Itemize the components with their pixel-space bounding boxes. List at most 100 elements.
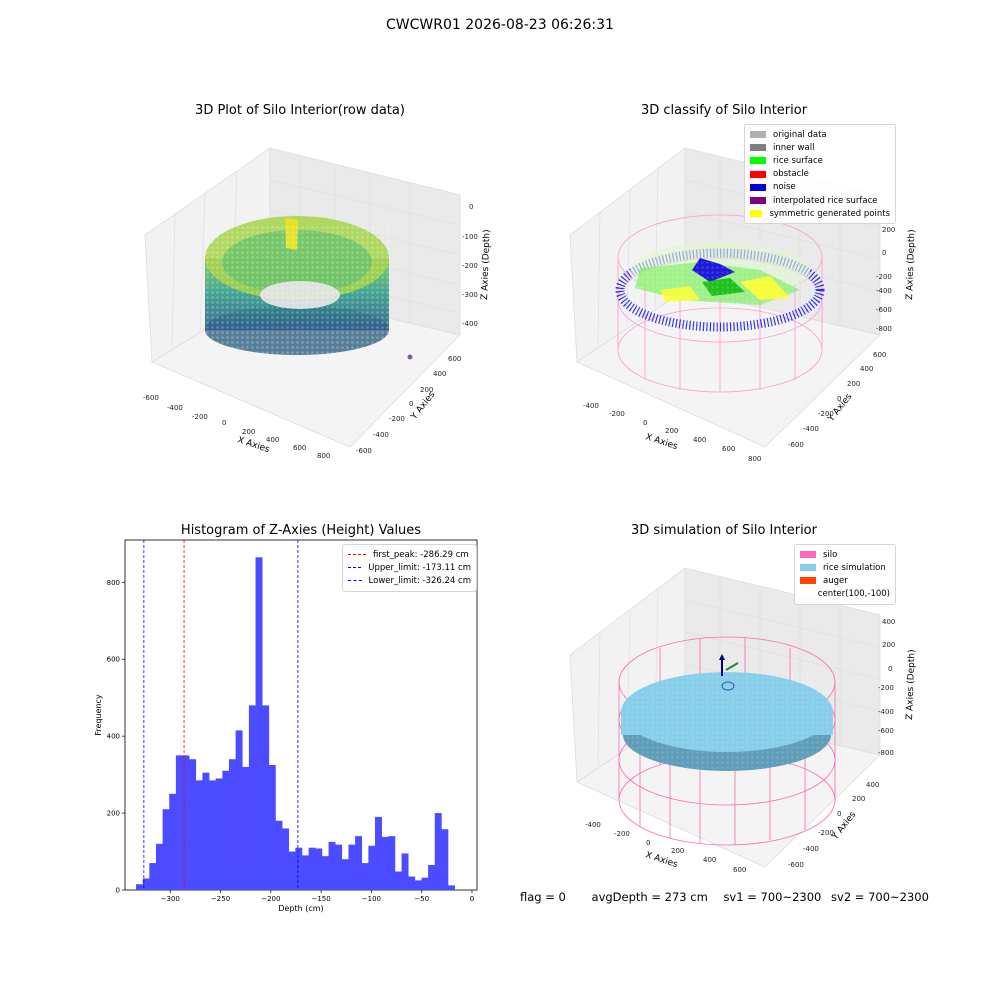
histogram-bar	[162, 809, 170, 890]
legend-item: symmetric generated points	[750, 207, 890, 220]
histogram-bar	[169, 793, 177, 890]
classify-xtick: -400	[583, 402, 599, 410]
legend-item: original data	[750, 128, 890, 141]
raw-xtick: -200	[192, 413, 208, 421]
histogram-bar	[375, 816, 382, 890]
histogram-bar	[308, 847, 316, 890]
legend-item: center(100,-100)	[800, 588, 890, 601]
histogram-bar	[149, 863, 157, 890]
histogram-xtick-label: −300	[161, 895, 180, 903]
histogram-bar	[248, 705, 256, 890]
classify-ytick: 0	[837, 395, 841, 403]
histogram-bar	[414, 880, 422, 890]
histogram-bar	[408, 876, 416, 890]
raw-ytick: 200	[420, 386, 433, 394]
histogram-bar	[215, 778, 223, 890]
histogram-xtick-label: −200	[261, 895, 280, 903]
legend-item: noise	[750, 181, 890, 194]
histogram-bar	[189, 759, 197, 890]
histogram-bar	[321, 856, 329, 890]
sim-ytick: -600	[788, 861, 804, 869]
legend-item: first_peak: -286.29 cm	[348, 548, 471, 561]
histogram-xlabel: Depth (cm)	[278, 904, 323, 913]
classify-xtick: 600	[722, 445, 735, 453]
classify-ztick: -800	[876, 325, 892, 333]
sim-ztick: -200	[878, 684, 894, 692]
histogram-reference-lines	[143, 540, 299, 890]
histogram-bar	[155, 843, 163, 890]
histogram-bar	[268, 765, 276, 890]
raw-xtick: -400	[167, 404, 183, 412]
raw-ylabel: Y Axies	[409, 390, 438, 423]
classify-ytick: 600	[873, 351, 886, 359]
histogram-bar	[222, 770, 230, 890]
legend-item: auger	[800, 574, 890, 587]
sim-zlabel: Z Axies (Depth)	[905, 649, 917, 720]
raw-ytick: 400	[433, 370, 446, 378]
raw-ytick: -200	[389, 415, 405, 423]
raw-xtick: 200	[242, 428, 255, 436]
legend-swatch	[348, 580, 362, 582]
sim-xtick: 200	[671, 847, 684, 855]
sim-ztick: -800	[878, 749, 894, 757]
legend-item: obstacle	[750, 168, 890, 181]
sv1-value: sv1 = 700~2300	[723, 890, 822, 904]
histogram-xticks: −300 −250 −200 −150 −100 −50 0	[161, 890, 474, 903]
histogram-bar	[401, 853, 409, 890]
legend-swatch	[750, 210, 763, 218]
sim-xtick: 400	[703, 856, 716, 864]
legend-item: inner wall	[750, 141, 890, 154]
raw-grid	[171, 156, 461, 349]
sim-xtick: 0	[646, 839, 650, 847]
histogram-bar	[448, 885, 455, 890]
histogram-ylabel: Frequency	[94, 694, 103, 736]
histogram-title: Histogram of Z-Axies (Height) Values	[180, 523, 422, 538]
simulation-panel-title: 3D simulation of Silo Interior	[631, 523, 817, 538]
sim-ztick: 0	[888, 665, 892, 673]
histogram-bar	[228, 759, 236, 890]
histogram-bars	[136, 557, 455, 890]
sim-ztick: 200	[882, 641, 895, 649]
histogram-bar	[242, 766, 250, 890]
raw-pane-floor	[151, 289, 461, 448]
histogram-xtick-label: −250	[211, 895, 230, 903]
histogram-bar	[275, 820, 283, 890]
legend-swatch	[750, 170, 766, 178]
raw-xtick: 800	[317, 452, 330, 460]
classify-ztick: 0	[882, 249, 886, 257]
sim-ztick: -400	[878, 708, 894, 716]
histogram-xtick-label: −150	[311, 895, 330, 903]
avg-depth-value: avgDepth = 273 cm	[591, 890, 708, 904]
legend-swatch	[800, 591, 811, 598]
sim-ztick: -600	[878, 727, 894, 735]
legend-swatch	[800, 564, 816, 572]
legend-swatch	[750, 144, 766, 152]
histogram-bar	[136, 884, 144, 890]
sim-xtick: 600	[733, 866, 746, 874]
histogram-ytick-label: 600	[107, 656, 120, 664]
histogram-xtick-label: 0	[470, 895, 474, 903]
classify-ytick: 400	[860, 365, 873, 373]
raw-ztick: -400	[462, 320, 478, 328]
histogram-yticks: 0 200 400 600 800	[107, 579, 125, 895]
legend-item: Upper_limit: -173.11 cm	[348, 561, 471, 574]
histogram-bar	[341, 859, 349, 890]
classify-xtick: 0	[643, 419, 647, 427]
histogram-bar	[209, 780, 217, 890]
legend-item: Lower_limit: -326.24 cm	[348, 574, 471, 587]
legend-swatch	[750, 157, 766, 165]
raw-ytick: 600	[448, 355, 461, 363]
figure-title: CWCWR01 2026-08-23 06:26:31	[386, 17, 614, 33]
classify-xtick: 800	[748, 455, 761, 463]
classify-legend: original data inner wall rice surface ob…	[744, 124, 896, 225]
legend-swatch	[800, 577, 816, 585]
histogram-bar	[434, 813, 442, 890]
histogram-ytick-label: 200	[107, 810, 120, 818]
raw-ztick: -200	[462, 262, 478, 270]
histogram-bar	[388, 836, 396, 890]
histogram-bar	[282, 828, 290, 890]
sim-ztick: 400	[882, 618, 895, 626]
classify-xtick: 400	[693, 436, 706, 444]
raw-xlabel: X Axies	[236, 435, 271, 455]
simulation-legend: silo rice simulation auger center(100,-1…	[794, 544, 896, 605]
